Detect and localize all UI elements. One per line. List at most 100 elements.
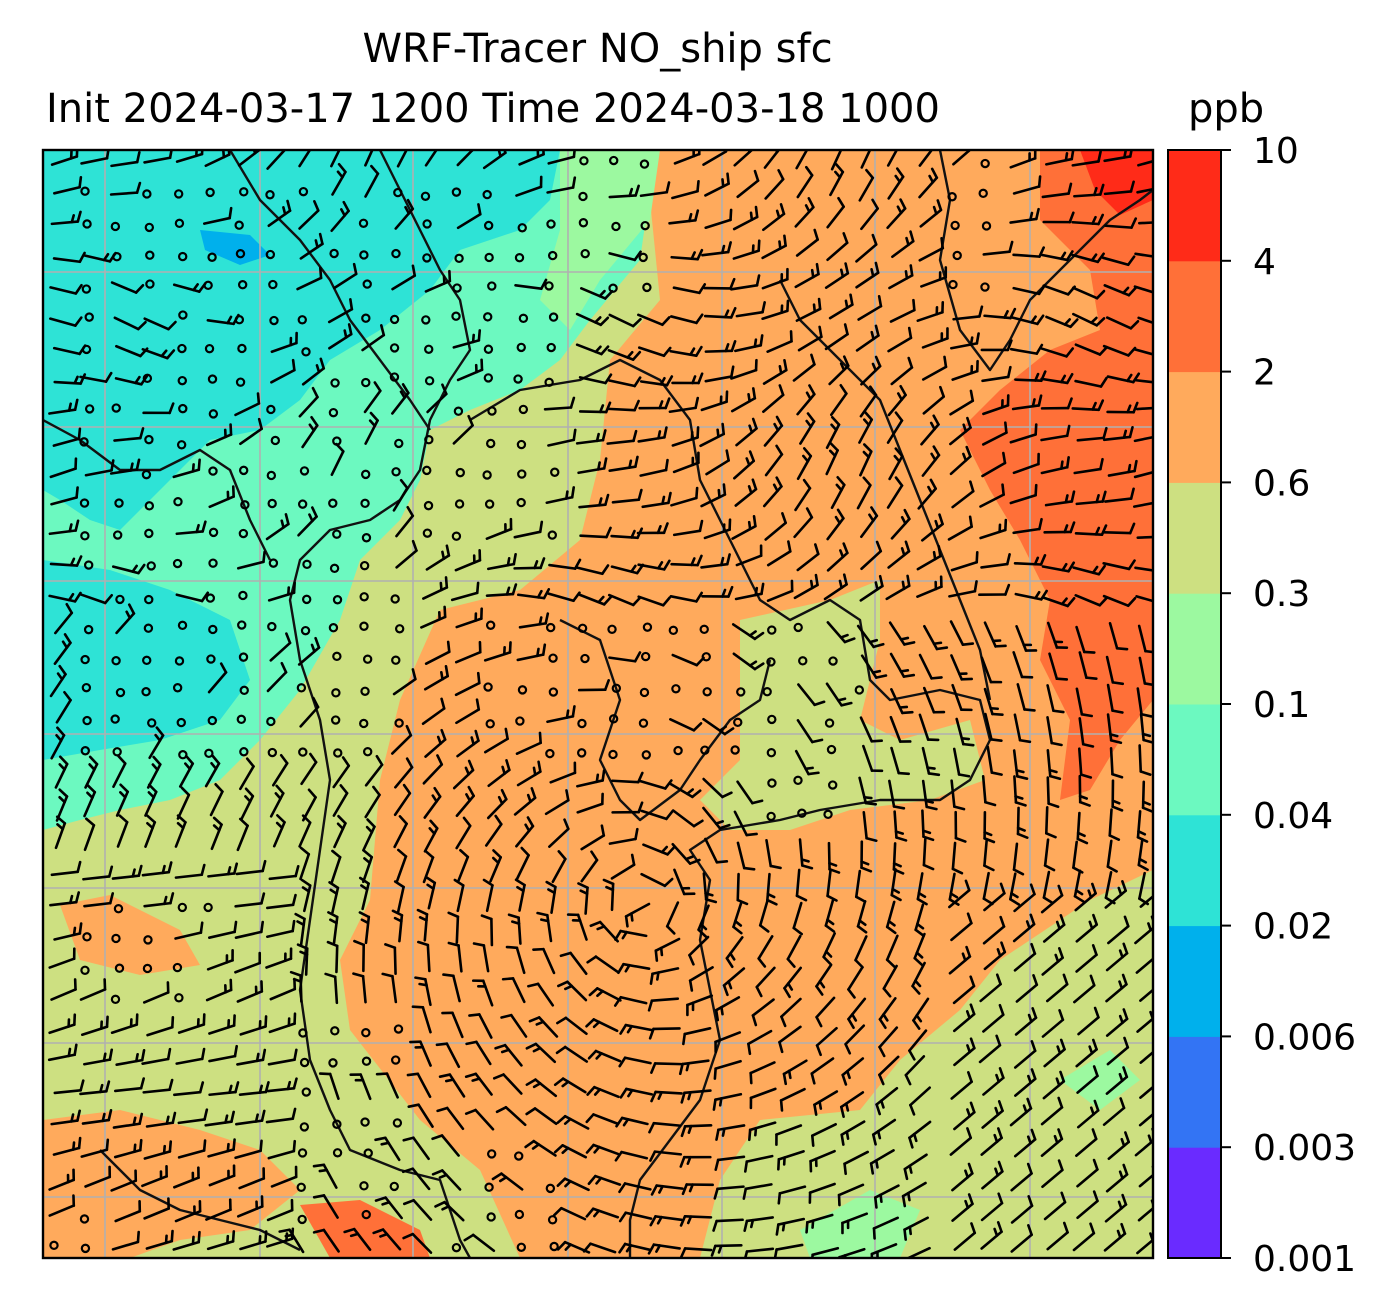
calm-wind-circle	[793, 622, 803, 633]
wind-barb	[1040, 250, 1074, 262]
wind-barb	[80, 1015, 109, 1037]
calm-wind-circle	[548, 687, 559, 697]
wind-barb	[269, 632, 292, 662]
wind-barb	[918, 653, 943, 680]
wind-barb	[208, 1164, 236, 1187]
wind-barb	[210, 816, 223, 851]
wind-barb	[447, 941, 463, 973]
wind-barb	[795, 150, 809, 170]
wind-barb	[1102, 522, 1136, 535]
calm-wind-circle	[451, 187, 462, 197]
wind-barb	[424, 640, 451, 665]
wind-barb	[363, 381, 382, 414]
wind-barb	[1072, 1222, 1096, 1252]
wind-barb	[456, 358, 484, 382]
wind-barb	[278, 1228, 305, 1254]
wind-barb	[471, 979, 494, 1007]
wind-barb	[980, 656, 1003, 684]
wind-barb	[951, 1193, 974, 1222]
wind-barb	[207, 862, 239, 878]
wind-barb	[141, 1047, 172, 1065]
wind-barb	[110, 1013, 139, 1035]
wind-barb	[84, 1165, 112, 1188]
wind-barb	[141, 348, 176, 360]
colorbar-tick-label: 0.6	[1253, 463, 1310, 504]
calm-wind-circle	[545, 748, 555, 759]
wind-barb	[425, 544, 451, 571]
wind-barb	[143, 892, 175, 908]
wind-barb	[298, 200, 320, 230]
calm-wind-circle	[208, 527, 219, 538]
wind-barb	[324, 972, 339, 1005]
wind-barb	[796, 447, 813, 481]
calm-wind-circle	[798, 656, 808, 666]
wind-barb	[1041, 182, 1073, 199]
wind-barb	[1041, 1159, 1064, 1189]
wind-barb	[736, 169, 760, 199]
wind-barb	[838, 1247, 866, 1258]
wind-barb	[1013, 1128, 1037, 1158]
wind-barb	[559, 951, 588, 975]
wind-barb	[949, 620, 975, 646]
wind-barb	[1043, 521, 1076, 534]
calm-wind-circle	[329, 248, 339, 259]
calm-wind-circle	[516, 342, 526, 353]
wind-barb	[545, 880, 557, 914]
calm-wind-circle	[424, 344, 434, 354]
wind-barb	[420, 605, 447, 629]
wind-barb	[1135, 595, 1153, 603]
wind-barb	[266, 661, 288, 693]
wind-barb	[665, 901, 680, 935]
wind-barb	[115, 603, 136, 635]
wind-barb	[918, 150, 934, 167]
wind-barb	[795, 868, 808, 902]
wind-barb	[980, 1221, 1003, 1250]
wind-barb	[206, 949, 234, 971]
wind-barb	[700, 390, 729, 412]
wind-barb	[637, 313, 671, 327]
wind-barb	[639, 375, 674, 387]
wind-barb	[455, 785, 475, 818]
calm-wind-circle	[513, 374, 523, 384]
calm-wind-circle	[174, 993, 184, 1003]
wind-barb	[758, 899, 770, 933]
wind-barb	[343, 1227, 372, 1251]
wind-barb	[871, 1118, 897, 1146]
calm-wind-circle	[332, 1119, 342, 1129]
wind-barb	[856, 900, 868, 934]
calm-wind-circle	[451, 1242, 462, 1253]
wind-barb	[463, 1233, 496, 1253]
calm-wind-circle	[641, 750, 652, 760]
wind-barb	[911, 961, 926, 995]
calm-wind-circle	[486, 1149, 497, 1159]
wind-barb	[893, 810, 908, 842]
wind-barb	[352, 972, 367, 1004]
wind-barb	[143, 1197, 170, 1220]
wind-barb	[809, 1149, 836, 1173]
wind-barb	[553, 1144, 588, 1159]
calm-wind-circle	[237, 620, 247, 630]
wind-barb	[779, 1087, 806, 1112]
calm-wind-circle	[297, 1214, 307, 1225]
wind-barb	[811, 1122, 837, 1147]
calm-wind-circle	[702, 687, 712, 697]
wind-barb	[586, 1085, 620, 1099]
wind-barb	[269, 977, 297, 1001]
wind-barb	[145, 1111, 177, 1128]
calm-wind-circle	[393, 1024, 404, 1034]
wind-barb	[641, 491, 672, 509]
wind-barb	[703, 306, 737, 319]
wind-barb	[486, 552, 517, 571]
wind-barb	[764, 169, 785, 200]
wind-barb	[587, 1049, 622, 1063]
calm-wind-circle	[483, 682, 493, 692]
wind-barb	[860, 198, 879, 231]
wind-barb	[297, 506, 318, 537]
wind-barb	[980, 553, 1011, 569]
calm-wind-circle	[389, 343, 400, 353]
wind-barb	[585, 1113, 620, 1126]
wind-barb	[794, 262, 820, 289]
wind-barb	[1075, 944, 1098, 973]
wind-barb	[1133, 378, 1153, 384]
calm-wind-circle	[517, 685, 528, 695]
